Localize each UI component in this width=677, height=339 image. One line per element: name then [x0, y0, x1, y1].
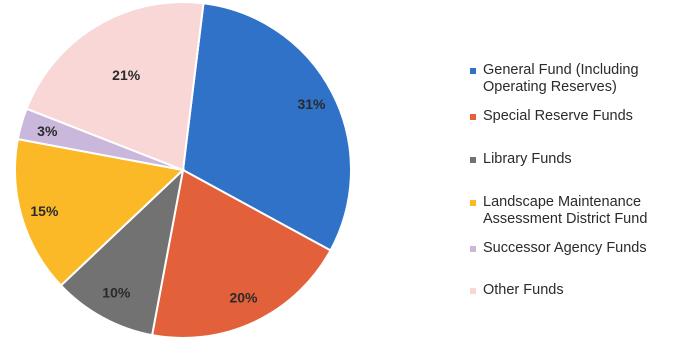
- legend-swatch: [470, 200, 476, 206]
- legend-label: Successor Agency Funds: [483, 240, 647, 256]
- legend-item-other: Other Funds: [470, 282, 564, 299]
- legend-swatch: [470, 157, 476, 163]
- slice-data-label: 31%: [297, 96, 326, 112]
- pie-slice: [181, 2, 352, 252]
- legend-swatch: [470, 288, 476, 294]
- legend-label: Landscape Maintenance Assessment Distric…: [483, 194, 648, 227]
- legend-item-landscape: Landscape Maintenance Assessment Distric…: [470, 194, 647, 228]
- legend-swatch: [470, 246, 476, 252]
- legend-item-successor: Successor Agency Funds: [470, 240, 647, 257]
- legend-item-general-fund: General Fund (Including Operating Reserv…: [470, 62, 639, 96]
- legend-swatch: [470, 114, 476, 120]
- pie-slice: [14, 137, 186, 287]
- pie-slice: [25, 0, 205, 172]
- slice-data-label: 20%: [229, 290, 258, 306]
- legend-item-library: Library Funds: [470, 151, 572, 168]
- legend-label: Other Funds: [483, 282, 564, 298]
- legend-label: Special Reserve Funds: [483, 108, 633, 124]
- slice-data-label: 3%: [37, 123, 58, 139]
- legend-item-special-reserve: Special Reserve Funds: [470, 108, 633, 125]
- pie-slice: [59, 167, 185, 337]
- slice-data-label: 21%: [112, 67, 141, 83]
- slice-data-label: 15%: [30, 203, 59, 219]
- legend-label: Library Funds: [483, 151, 572, 167]
- legend-swatch: [470, 68, 476, 74]
- legend-label: General Fund (Including Operating Reserv…: [483, 62, 639, 95]
- pie-slice: [150, 168, 332, 339]
- slice-data-label: 10%: [102, 284, 131, 300]
